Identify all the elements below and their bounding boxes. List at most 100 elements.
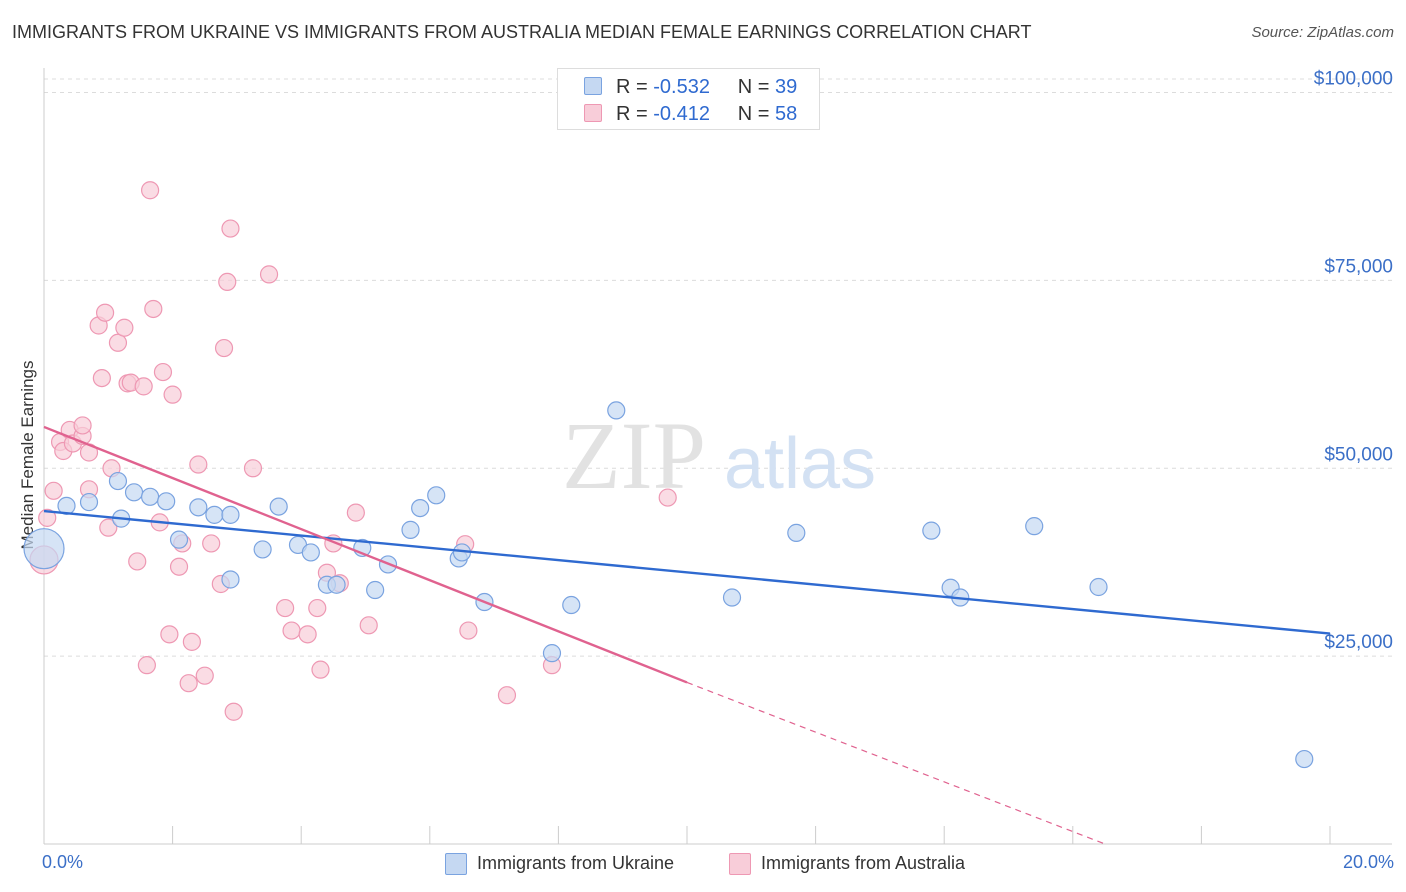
stats-swatch-australia	[584, 104, 602, 122]
point-ukraine	[169, 530, 189, 549]
point-australia	[308, 598, 327, 618]
stats-row-australia: R = -0.412 N = 58	[616, 103, 797, 126]
point-ukraine	[401, 520, 420, 539]
point-australia	[497, 686, 517, 705]
chart-legend: Immigrants from Ukraine Immigrants from …	[0, 852, 1406, 878]
point-australia	[179, 674, 198, 693]
point-australia	[144, 299, 163, 319]
point-australia	[115, 318, 134, 337]
point-ukraine	[221, 570, 240, 589]
point-australia	[73, 416, 92, 435]
point-australia	[459, 621, 478, 640]
r-label: R =	[616, 103, 648, 125]
point-australia	[218, 272, 237, 292]
point-ukraine	[221, 505, 240, 524]
trend-line-ukraine	[43, 509, 1331, 635]
point-australia	[346, 503, 365, 522]
point-australia	[259, 265, 279, 284]
stats-swatch-ukraine	[584, 77, 602, 95]
trend-line-australia-extension	[686, 681, 1106, 845]
stats-row-ukraine: R = -0.532 N = 39	[616, 76, 797, 99]
point-australia	[153, 362, 173, 382]
point-australia	[160, 625, 179, 644]
y-tick-label: $100,000	[1314, 69, 1393, 90]
point-ukraine	[542, 644, 562, 663]
point-australia	[359, 616, 378, 635]
point-australia	[298, 625, 317, 644]
point-ukraine	[108, 471, 128, 491]
y-tick-label: $75,000	[1324, 256, 1393, 277]
trend-line-australia	[43, 425, 688, 684]
point-ukraine	[253, 540, 272, 559]
point-ukraine	[269, 497, 288, 516]
point-australia	[311, 660, 330, 679]
point-australia	[108, 333, 128, 352]
grid-lines	[44, 78, 1392, 657]
point-australia	[202, 534, 221, 553]
point-ukraine	[787, 523, 806, 542]
correlation-stats-box: R = -0.532 N = 39 R = -0.412 N = 58	[557, 68, 820, 130]
zipatlas-watermark: ZIP atlas	[562, 402, 876, 509]
point-ukraine	[1025, 517, 1044, 536]
point-australia	[99, 518, 118, 537]
point-ukraine	[427, 486, 446, 505]
point-australia	[44, 481, 63, 500]
n-label: N =	[737, 103, 770, 125]
watermark-zip: ZIP	[562, 402, 706, 509]
x-tick-label-0: 0.0%	[42, 852, 84, 872]
point-australia	[282, 621, 301, 640]
point-ukraine	[79, 492, 99, 512]
y-tick-label: $50,000	[1324, 444, 1393, 465]
point-australia	[224, 702, 243, 721]
point-australia	[38, 508, 57, 527]
point-ukraine	[722, 588, 742, 607]
x-tick-label-20: 20.0%	[1342, 852, 1394, 872]
data-points	[23, 181, 1314, 769]
point-australia	[189, 455, 208, 474]
point-ukraine	[23, 528, 65, 570]
point-australia	[92, 368, 111, 388]
point-australia	[658, 488, 677, 507]
point-ukraine	[1295, 749, 1314, 769]
n-value: 39	[775, 76, 798, 98]
point-ukraine	[922, 521, 941, 540]
point-ukraine	[607, 401, 626, 420]
legend-label-australia: Immigrants from Australia	[761, 853, 966, 873]
source-credit: Source: ZipAtlas.com	[1251, 24, 1394, 41]
point-australia	[163, 385, 182, 404]
axes	[43, 68, 1392, 845]
point-australia	[195, 666, 214, 685]
y-tick-label: $25,000	[1324, 632, 1393, 653]
point-ukraine	[562, 595, 581, 615]
point-ukraine	[1089, 577, 1108, 597]
r-label: R =	[616, 76, 648, 98]
point-australia	[140, 181, 160, 200]
point-australia	[243, 459, 263, 478]
trend-lines	[43, 425, 1331, 845]
r-value: -0.412	[653, 103, 710, 125]
n-label: N =	[737, 76, 770, 98]
point-australia	[214, 338, 234, 358]
point-ukraine	[189, 498, 208, 517]
point-ukraine	[205, 505, 224, 524]
point-ukraine	[411, 498, 430, 518]
point-ukraine	[140, 487, 160, 506]
point-ukraine	[301, 543, 320, 562]
chart-title: IMMIGRANTS FROM UKRAINE VS IMMIGRANTS FR…	[12, 22, 1032, 42]
n-value: 58	[775, 103, 798, 125]
point-australia	[182, 632, 201, 651]
point-ukraine	[327, 575, 346, 594]
legend-label-ukraine: Immigrants from Ukraine	[477, 853, 675, 873]
point-australia	[137, 656, 156, 675]
point-ukraine	[157, 492, 176, 511]
point-australia	[128, 552, 147, 571]
r-value: -0.532	[653, 76, 710, 98]
point-australia	[169, 557, 189, 576]
point-australia	[276, 598, 295, 618]
point-australia	[95, 303, 115, 322]
point-ukraine	[124, 483, 144, 502]
point-australia	[221, 219, 240, 238]
legend-swatch-australia	[729, 853, 751, 875]
point-australia	[134, 377, 153, 396]
